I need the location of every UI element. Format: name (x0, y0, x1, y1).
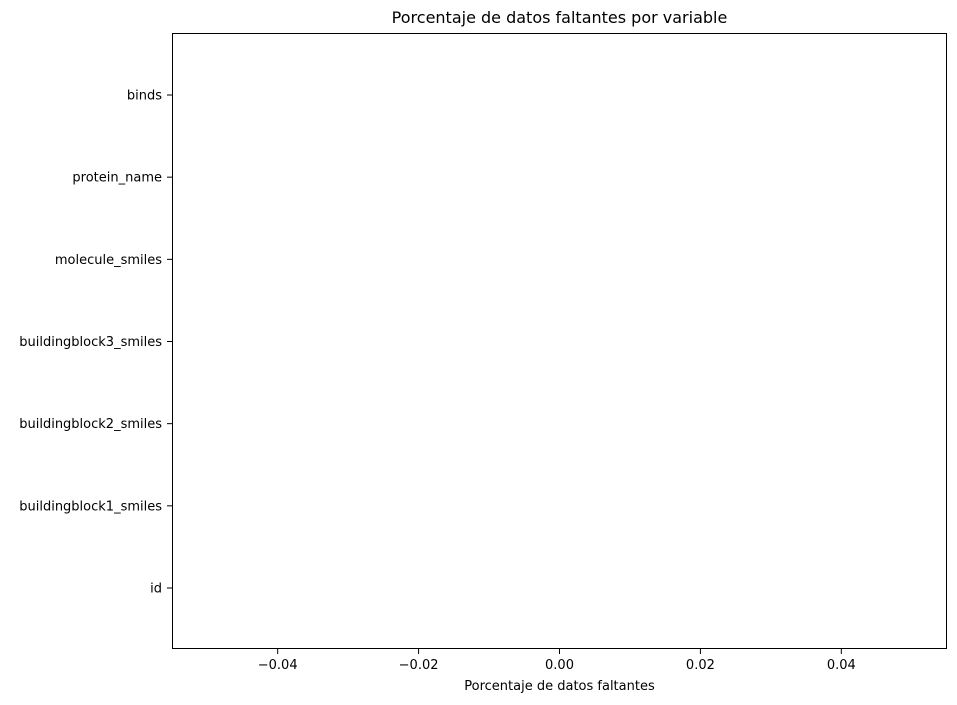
y-tick-label-buildingblock3_smiles: buildingblock3_smiles (19, 335, 162, 350)
y-tick-label-molecule_smiles: molecule_smiles (55, 253, 162, 268)
plot-area-frame (172, 33, 947, 649)
x-tick-label: 0.02 (686, 658, 715, 673)
x-tick-label: −0.04 (258, 658, 298, 673)
chart-title: Porcentaje de datos faltantes por variab… (392, 8, 728, 27)
x-tick-label: −0.02 (399, 658, 439, 673)
x-axis-ticks: −0.04 −0.02 0.00 0.02 0.04 (258, 649, 856, 673)
x-tick-label: 0.00 (545, 658, 574, 673)
x-tick-label: 0.04 (827, 658, 856, 673)
y-tick-label-buildingblock1_smiles: buildingblock1_smiles (19, 499, 162, 514)
y-tick-label-protein_name: protein_name (72, 171, 162, 186)
y-tick-label-buildingblock2_smiles: buildingblock2_smiles (19, 417, 162, 432)
x-axis-label: Porcentaje de datos faltantes (464, 679, 655, 694)
y-axis-ticks: id buildingblock1_smiles buildingblock2_sm… (19, 89, 172, 597)
y-tick-label-binds: binds (127, 89, 162, 104)
y-tick-label-id: id (150, 582, 162, 597)
